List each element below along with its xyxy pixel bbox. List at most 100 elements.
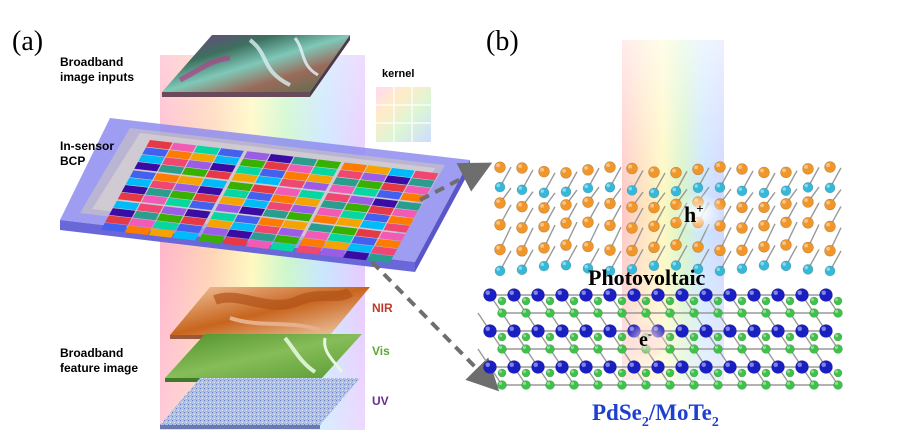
atom-highlight	[523, 334, 526, 337]
atom-highlight	[787, 334, 790, 337]
atom	[555, 360, 569, 374]
atom-highlight	[606, 267, 610, 271]
atom-highlight	[773, 290, 778, 295]
atom-highlight	[581, 290, 586, 295]
atom-highlight	[499, 298, 502, 301]
atom	[802, 182, 814, 193]
atom-highlight	[690, 381, 694, 385]
atom-highlight	[485, 362, 490, 367]
atom	[582, 164, 594, 176]
pixel-cell	[336, 217, 363, 228]
atom	[531, 360, 545, 374]
feature-label-line1: Broadband	[60, 346, 123, 360]
atom	[771, 360, 785, 374]
pixel-cell	[266, 201, 293, 212]
pixel-cell	[274, 187, 301, 197]
atom	[713, 332, 723, 342]
atom-highlight	[797, 362, 802, 367]
atom	[603, 360, 617, 374]
pixel-cell	[160, 206, 187, 216]
pixel-cell	[230, 222, 257, 232]
pixel-cell	[351, 236, 378, 246]
atom	[627, 288, 641, 302]
atom-highlight	[739, 298, 742, 301]
atom	[641, 296, 651, 306]
pixel-cell	[226, 229, 253, 239]
atom-highlight	[540, 204, 544, 208]
atom-highlight	[570, 309, 574, 313]
pixel-cell	[359, 220, 387, 230]
pixel-cell	[383, 223, 410, 233]
material-sub-1: 2	[642, 415, 649, 430]
atom-highlight	[594, 309, 598, 313]
pixel-cell	[145, 187, 172, 198]
atom-highlight	[540, 167, 544, 172]
pixel-cell	[152, 220, 179, 231]
atom-highlight	[716, 163, 720, 168]
atom	[689, 296, 699, 306]
atom-highlight	[834, 309, 838, 313]
photovoltaic-label: Photovoltaic	[588, 265, 706, 290]
atom-highlight	[821, 362, 826, 367]
pixel-cell	[192, 193, 220, 203]
atom	[555, 324, 569, 338]
pixel-cell	[128, 218, 156, 228]
atom-highlight	[666, 381, 670, 385]
atom	[516, 162, 528, 174]
pixel-cell	[176, 223, 203, 234]
pixel-cell	[259, 168, 286, 179]
atom	[824, 265, 836, 277]
material-pdse: PdSe	[592, 400, 642, 425]
pixel-cell	[235, 165, 262, 176]
pixel-cell	[340, 210, 367, 220]
pixel-cell	[343, 250, 370, 261]
pixel-cell	[332, 177, 360, 187]
atom-highlight	[547, 334, 550, 337]
atom-highlight	[694, 265, 698, 269]
pixel-cell	[363, 213, 391, 223]
atom	[507, 360, 521, 374]
atom-highlight	[834, 345, 838, 349]
electron-glow	[624, 320, 672, 360]
atom-highlight	[547, 298, 550, 301]
atom-highlight	[570, 345, 574, 349]
atom	[785, 344, 795, 354]
atom-highlight	[804, 243, 808, 248]
pixel-cell	[165, 197, 192, 208]
pixel-cell	[177, 175, 204, 186]
atom-highlight	[715, 334, 718, 337]
pixel-cell	[324, 192, 351, 203]
pixel-cell	[217, 148, 244, 158]
atom	[689, 332, 699, 342]
atom	[758, 166, 770, 179]
atom-highlight	[642, 381, 646, 385]
atom	[723, 360, 737, 374]
atom-highlight	[546, 345, 550, 349]
pixel-cell	[263, 161, 290, 171]
atom	[569, 332, 579, 342]
pixel-cell	[136, 203, 164, 213]
atom	[833, 296, 843, 306]
pixel-cell	[323, 240, 350, 251]
atom-highlight	[782, 262, 786, 266]
pixel-cell	[262, 209, 289, 219]
pixel-cell	[231, 173, 258, 183]
atom	[819, 324, 833, 338]
atom-highlight	[557, 290, 562, 295]
atom-highlight	[672, 262, 676, 266]
atom	[582, 216, 594, 229]
atom-highlight	[691, 334, 694, 337]
atom	[569, 344, 579, 354]
pixel-cell	[348, 195, 375, 206]
atom-highlight	[810, 381, 814, 385]
nir-label: NIR	[372, 301, 393, 315]
hole-symbol: h	[684, 202, 696, 227]
atom	[785, 308, 795, 318]
atom	[795, 360, 809, 374]
atom-highlight	[672, 187, 676, 192]
atom-highlight	[701, 290, 706, 295]
atom-highlight	[606, 183, 610, 188]
atom	[795, 288, 809, 302]
atom-highlight	[760, 242, 764, 247]
atom-highlight	[522, 381, 526, 385]
